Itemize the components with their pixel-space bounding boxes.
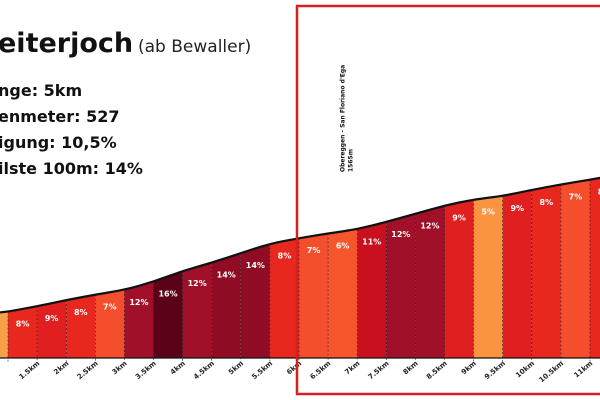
profile-segment (473, 196, 503, 358)
profile-segment (182, 262, 212, 358)
grade-label: 8% (74, 308, 88, 317)
x-tick-label: 11km (573, 359, 595, 379)
stat-steepest: ilste 100m: 14% (0, 159, 143, 178)
profile-segments (0, 177, 600, 358)
x-tick-label: 4.5km (192, 359, 216, 381)
profile-segment (531, 184, 561, 358)
profile-segment (211, 253, 241, 358)
grade-label: 12% (420, 222, 439, 231)
profile-segment (386, 213, 416, 358)
annotation-place: Obereggen - San Floriano d'Ega (339, 65, 346, 172)
annotation-elevation: 1565m (347, 149, 354, 172)
x-tick-label: 9.5km (483, 359, 507, 381)
x-tick-label: 6km (285, 359, 303, 376)
grade-label: 9% (45, 314, 59, 323)
profile-segment (444, 199, 474, 358)
profile-segment (95, 289, 125, 358)
x-tick-label: 5km (227, 359, 245, 376)
chart-title: eiterjoch (0, 28, 133, 59)
x-tick-label: 9km (460, 359, 478, 376)
grade-label: 7% (103, 303, 117, 312)
grade-label: 7% (307, 246, 321, 255)
grade-label: 12% (391, 230, 410, 239)
segment-dividers (0, 179, 600, 362)
x-tick-label: 5.5km (250, 359, 274, 381)
profile-segment (502, 189, 532, 358)
profile-segment (8, 306, 38, 358)
grade-label: 9% (510, 204, 524, 213)
x-tick-label: 1.5km (18, 359, 42, 381)
x-tick-label: 7km (343, 359, 361, 376)
stats-block: nge: 5km enmeter: 527 igung: 10,5% ilste… (0, 81, 143, 178)
grade-label: 8% (540, 198, 554, 207)
x-tick-label: 10.5km (538, 359, 566, 384)
profile-segment (328, 229, 358, 358)
x-tick-label: 6.5km (309, 359, 333, 381)
grade-label: 12% (129, 298, 148, 307)
annotations: Obereggen - San Floriano d'Ega 1565m (339, 65, 354, 172)
grade-label: 8% (278, 252, 292, 261)
x-tick-label: 8km (402, 359, 420, 376)
grade-label: 8% (598, 188, 600, 197)
grade-label: 7% (569, 192, 583, 201)
profile-segment (124, 281, 154, 358)
x-tick-label: 4km (169, 359, 187, 376)
grade-label: 5% (481, 207, 495, 216)
grade-label: 8% (16, 320, 30, 329)
profile-segment (560, 179, 590, 358)
x-tick-label: 8.5km (425, 359, 449, 381)
stat-elevation: enmeter: 527 (0, 107, 120, 126)
grade-labels: 8% 9% 8% 7% 12% 16% 12% 14% 14% 8% 7% 6% 11% 12% 12% 9%… (16, 188, 600, 329)
stat-length: nge: 5km (0, 81, 82, 100)
profile-segment (269, 238, 299, 358)
profile-segment (240, 243, 270, 358)
highlight-frame (295, 4, 600, 396)
profile-outline (0, 176, 600, 314)
x-tick-label: 10km (514, 359, 536, 379)
profile-segment (590, 177, 600, 358)
x-tick-label: 7.5km (367, 359, 391, 381)
grade-label: 14% (246, 261, 265, 270)
x-tick-label: 3km (111, 359, 129, 376)
x-tick-label: 3.5km (134, 359, 158, 381)
profile-segment (153, 270, 183, 358)
grade-label: 6% (336, 241, 350, 250)
profile-segment (415, 205, 445, 358)
x-tick-label: 2.5km (76, 359, 100, 381)
x-tick-labels: 1.5km 2km 2.5km 3km 3.5km 4km 4.5km 5km 5.5km 6km… (18, 359, 595, 384)
profile-segment (0, 311, 8, 358)
grade-label: 9% (452, 214, 466, 223)
x-tick-label: 2km (52, 359, 70, 376)
profile-segment (37, 300, 67, 358)
profile-segment (357, 221, 387, 358)
chart-subtitle: (ab Bewaller) (138, 37, 251, 57)
grade-label: 12% (188, 279, 207, 288)
profile-segment (299, 233, 329, 358)
grade-label: 16% (158, 290, 177, 299)
stat-avg-grade: igung: 10,5% (0, 133, 117, 152)
profile-segment (66, 294, 96, 358)
grade-label: 14% (217, 271, 236, 280)
grade-label: 11% (362, 237, 381, 246)
